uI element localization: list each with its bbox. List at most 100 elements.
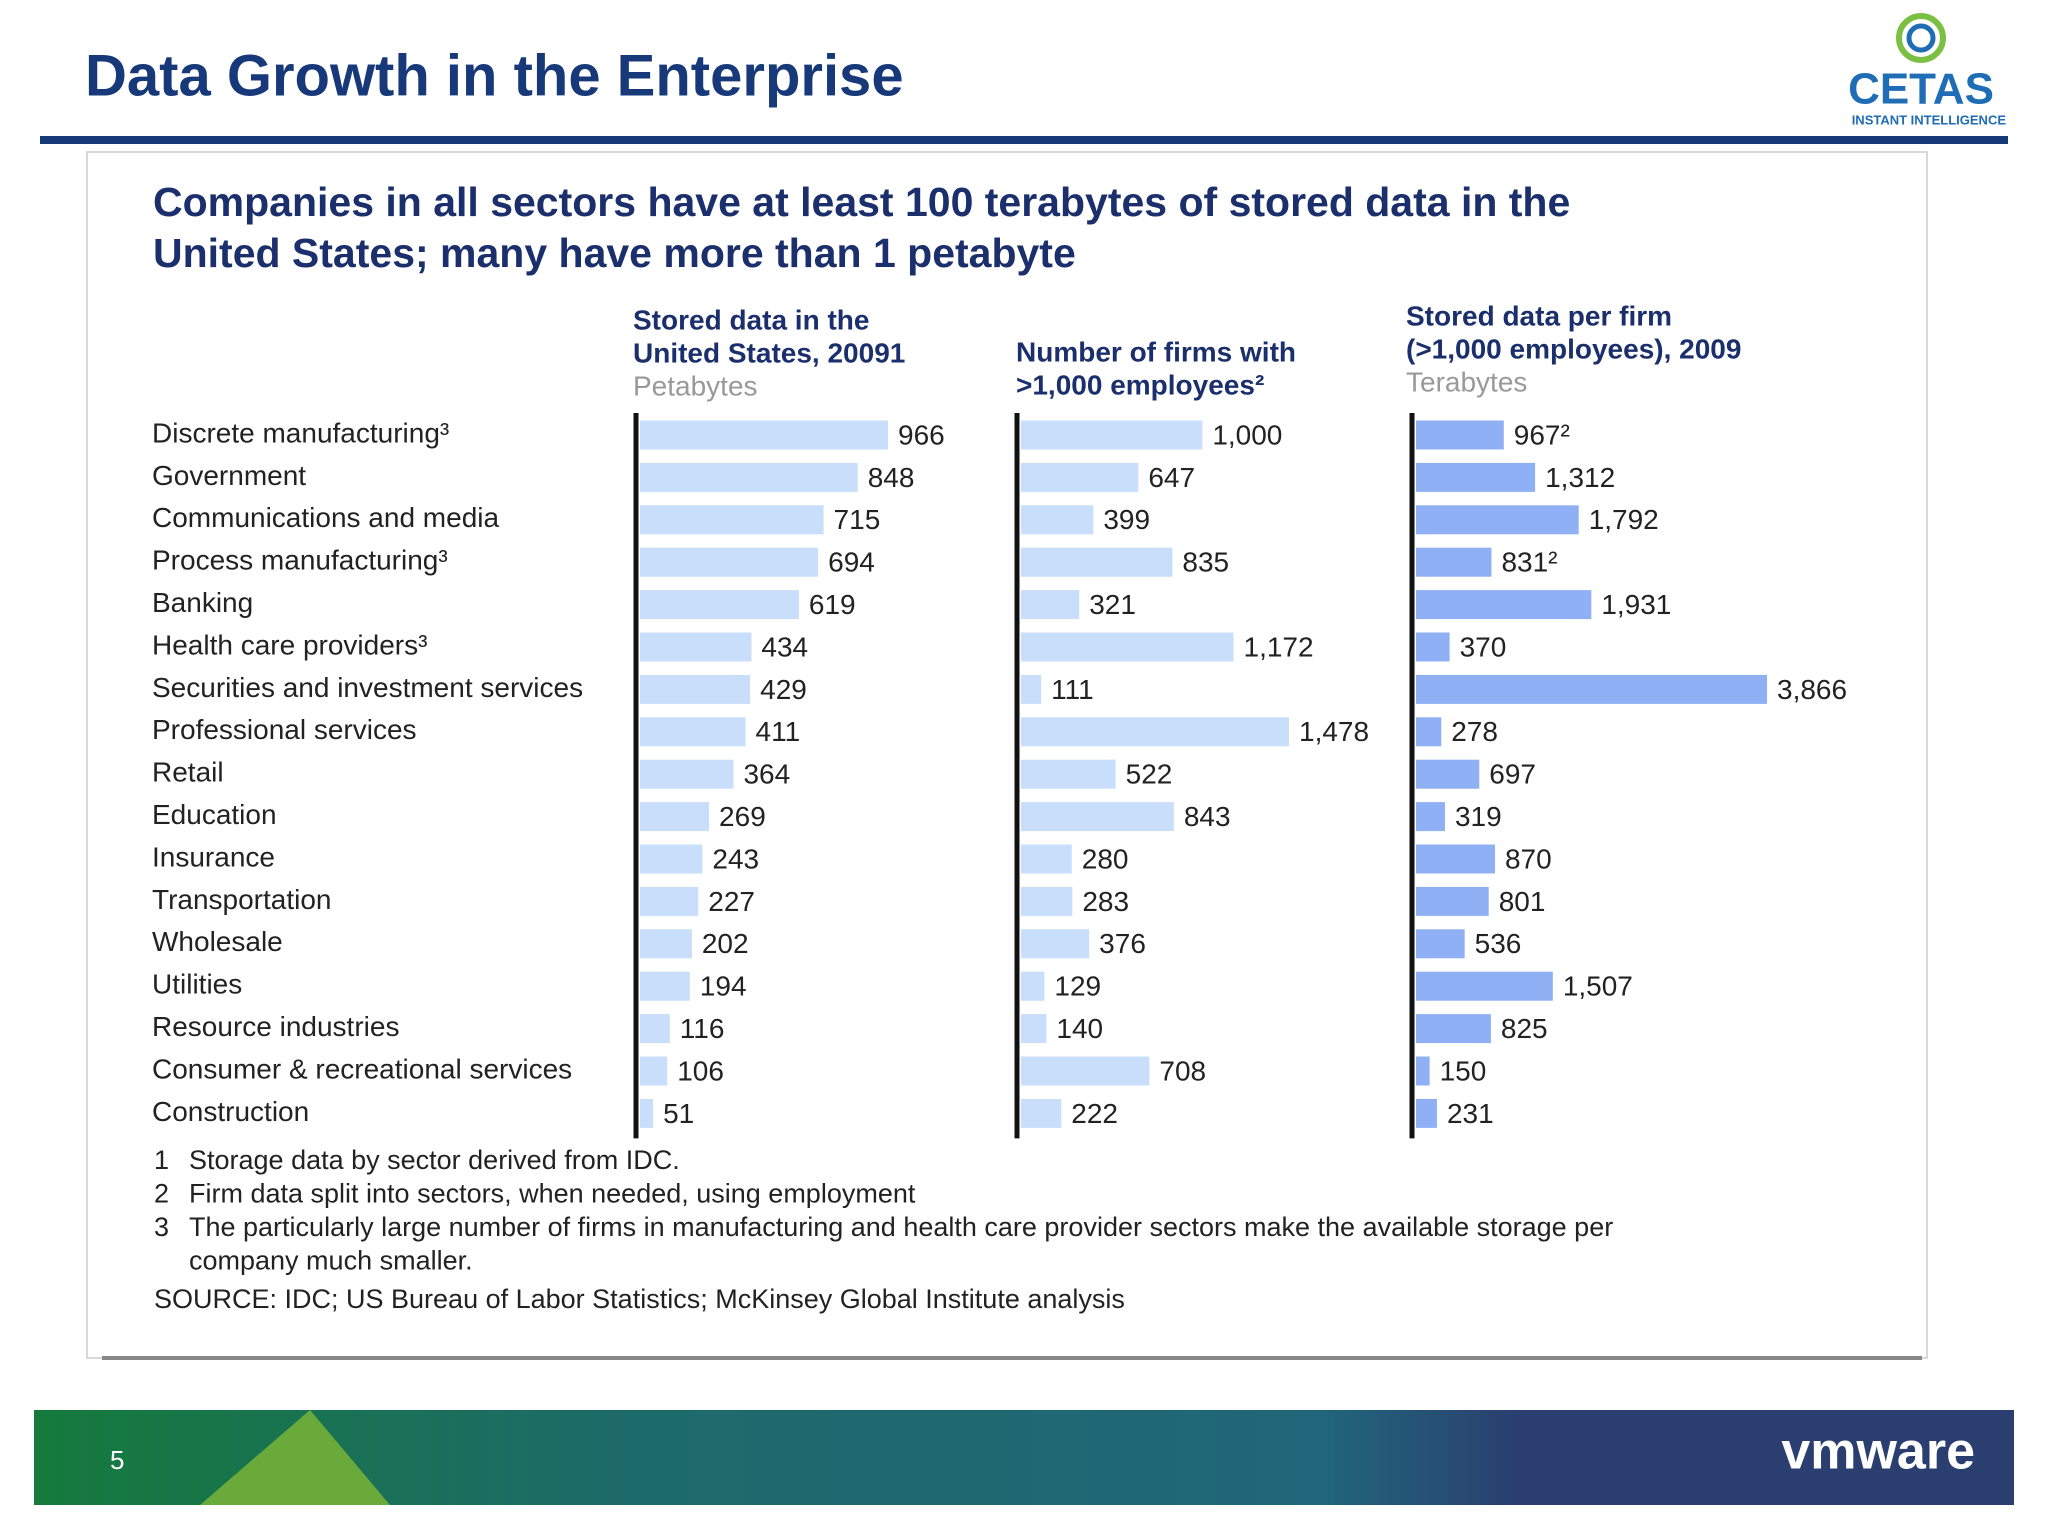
bar <box>640 971 690 1001</box>
bar <box>640 590 799 620</box>
value-label: 536 <box>1475 928 1522 959</box>
footnote-text: The particularly large number of firms i… <box>189 1212 1613 1242</box>
value-label: 150 <box>1440 1055 1487 1086</box>
category-label: Construction <box>152 1096 309 1127</box>
value-label: 835 <box>1182 547 1229 578</box>
bar <box>1021 590 1080 620</box>
bar <box>1021 547 1173 577</box>
bar <box>1416 674 1767 704</box>
value-label: 715 <box>834 504 881 535</box>
brand: vmware <box>1781 1423 1975 1481</box>
value-label: 1,507 <box>1563 971 1633 1002</box>
chart-title: Stored data in the <box>633 304 869 335</box>
value-label: 321 <box>1089 589 1136 620</box>
bar <box>1416 929 1465 959</box>
value-label: 227 <box>708 886 755 917</box>
category-label: Insurance <box>152 841 275 872</box>
category-label: Securities and investment services <box>152 672 583 703</box>
logo-name: CETAS <box>1848 65 1994 114</box>
value-label: 1,931 <box>1601 589 1671 620</box>
bar <box>1021 971 1045 1001</box>
value-label: 116 <box>680 1013 725 1044</box>
value-label: 801 <box>1499 886 1546 917</box>
category-label: Education <box>152 799 277 830</box>
chart-title: Number of firms with <box>1016 336 1296 367</box>
bar <box>640 802 710 832</box>
bar <box>640 929 692 959</box>
bar <box>1021 462 1139 492</box>
page-number: 5 <box>110 1445 124 1475</box>
category-label: Process manufacturing³ <box>152 545 448 576</box>
value-label: 1,792 <box>1589 504 1659 535</box>
value-label: 194 <box>700 971 747 1002</box>
bar <box>1416 462 1536 492</box>
bar <box>1416 1014 1491 1044</box>
bar <box>1416 759 1480 789</box>
heading: United States; many have more than 1 pet… <box>153 230 1076 276</box>
value-label: 966 <box>898 419 945 450</box>
value-label: 231 <box>1447 1098 1494 1129</box>
bar <box>640 1014 670 1044</box>
value-label: 967² <box>1514 419 1570 450</box>
value-label: 222 <box>1071 1098 1118 1129</box>
value-label: 283 <box>1082 886 1129 917</box>
bar <box>640 462 858 492</box>
bar <box>1021 505 1094 535</box>
value-label: 697 <box>1489 759 1536 790</box>
chart-title: >1,000 employees² <box>1016 369 1264 400</box>
bar <box>640 547 819 577</box>
category-label: Health care providers³ <box>152 629 427 660</box>
bar <box>1021 929 1090 959</box>
bar <box>1021 802 1174 832</box>
logo-tagline: INSTANT INTELLIGENCE <box>1852 112 2007 127</box>
bar <box>1416 802 1445 832</box>
value-label: 831² <box>1501 547 1557 578</box>
value-label: 708 <box>1159 1055 1206 1086</box>
value-label: 364 <box>743 759 790 790</box>
bar <box>1416 886 1489 916</box>
category-label: Retail <box>152 757 224 788</box>
slide-title: Data Growth in the Enterprise <box>85 43 904 108</box>
bar <box>1416 632 1450 662</box>
value-label: 269 <box>719 801 766 832</box>
category-label: Professional services <box>152 714 417 745</box>
footnote-number: 2 <box>154 1179 169 1209</box>
value-label: 870 <box>1505 843 1552 874</box>
bar <box>1021 632 1234 662</box>
chart-unit: Terabytes <box>1406 366 1527 397</box>
value-label: 376 <box>1099 928 1146 959</box>
bar <box>640 420 888 450</box>
value-label: 848 <box>868 462 915 493</box>
chart-title: Stored data per firm <box>1406 300 1672 331</box>
bar <box>1416 547 1492 577</box>
bar <box>1021 759 1116 789</box>
category-label: Utilities <box>152 969 242 1000</box>
category-label: Resource industries <box>152 1011 399 1042</box>
footer-accent <box>200 1410 390 1505</box>
bar <box>1021 1014 1047 1044</box>
bar <box>1021 886 1073 916</box>
source: SOURCE: IDC; US Bureau of Labor Statisti… <box>154 1284 1125 1314</box>
bar <box>640 674 751 704</box>
value-label: 140 <box>1056 1013 1103 1044</box>
bar <box>1416 1056 1430 1086</box>
bar <box>1021 1098 1062 1128</box>
bar <box>1021 674 1042 704</box>
value-label: 411 <box>756 716 801 747</box>
value-label: 202 <box>702 928 749 959</box>
value-label: 522 <box>1126 759 1173 790</box>
value-label: 1,000 <box>1212 419 1282 450</box>
category-label: Transportation <box>152 884 332 915</box>
value-label: 51 <box>663 1098 694 1129</box>
value-label: 647 <box>1148 462 1195 493</box>
value-label: 434 <box>761 631 808 662</box>
value-label: 825 <box>1501 1013 1548 1044</box>
bar <box>640 886 699 916</box>
category-label: Discrete manufacturing³ <box>152 417 449 448</box>
bar <box>1416 717 1442 747</box>
footnote-number: 1 <box>154 1145 169 1175</box>
title-rule <box>40 136 2008 144</box>
value-label: 370 <box>1460 631 1507 662</box>
value-label: 280 <box>1082 843 1129 874</box>
